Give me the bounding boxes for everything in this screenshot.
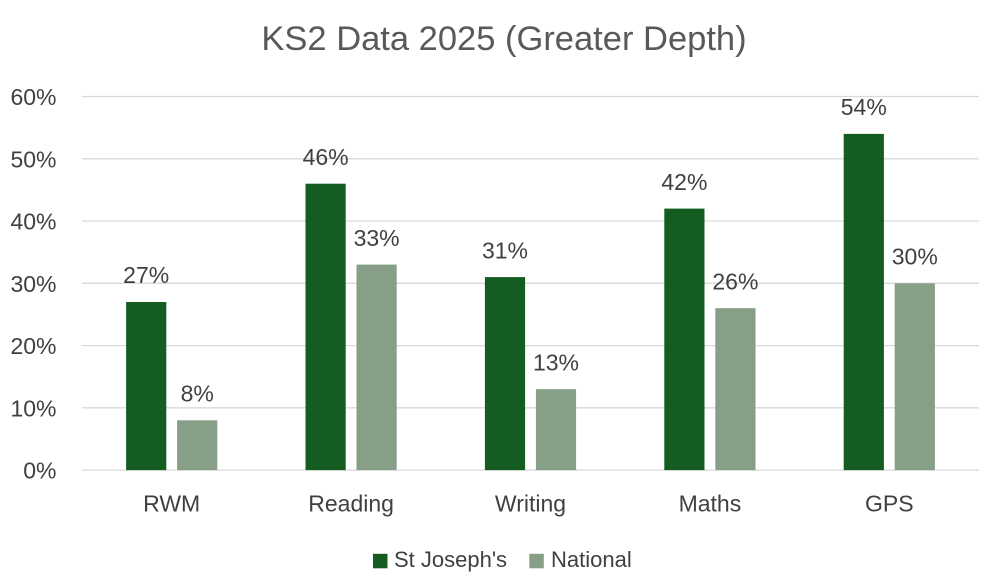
svg-text:40%: 40% bbox=[10, 209, 56, 235]
svg-text:30%: 30% bbox=[892, 244, 938, 270]
svg-text:13%: 13% bbox=[533, 349, 579, 375]
svg-text:33%: 33% bbox=[354, 225, 400, 251]
svg-text:Writing: Writing bbox=[495, 491, 566, 517]
svg-text:Maths: Maths bbox=[679, 491, 742, 517]
svg-text:St Joseph's: St Joseph's bbox=[394, 547, 507, 572]
svg-text:GPS: GPS bbox=[865, 491, 914, 517]
svg-text:54%: 54% bbox=[841, 94, 887, 120]
svg-text:60%: 60% bbox=[10, 84, 56, 110]
svg-text:27%: 27% bbox=[123, 262, 169, 288]
svg-text:National: National bbox=[551, 547, 632, 572]
svg-text:42%: 42% bbox=[661, 169, 707, 195]
svg-text:26%: 26% bbox=[712, 268, 758, 294]
svg-text:30%: 30% bbox=[10, 271, 56, 297]
svg-text:46%: 46% bbox=[303, 144, 349, 170]
svg-text:RWM: RWM bbox=[143, 491, 200, 517]
svg-text:8%: 8% bbox=[181, 381, 214, 407]
svg-text:0%: 0% bbox=[23, 458, 56, 484]
svg-text:Reading: Reading bbox=[308, 491, 394, 517]
svg-text:KS2 Data 2025 (Greater Depth): KS2 Data 2025 (Greater Depth) bbox=[261, 20, 746, 58]
svg-text:31%: 31% bbox=[482, 237, 528, 263]
svg-text:50%: 50% bbox=[10, 146, 56, 172]
svg-text:20%: 20% bbox=[10, 333, 56, 359]
svg-text:10%: 10% bbox=[10, 395, 56, 421]
